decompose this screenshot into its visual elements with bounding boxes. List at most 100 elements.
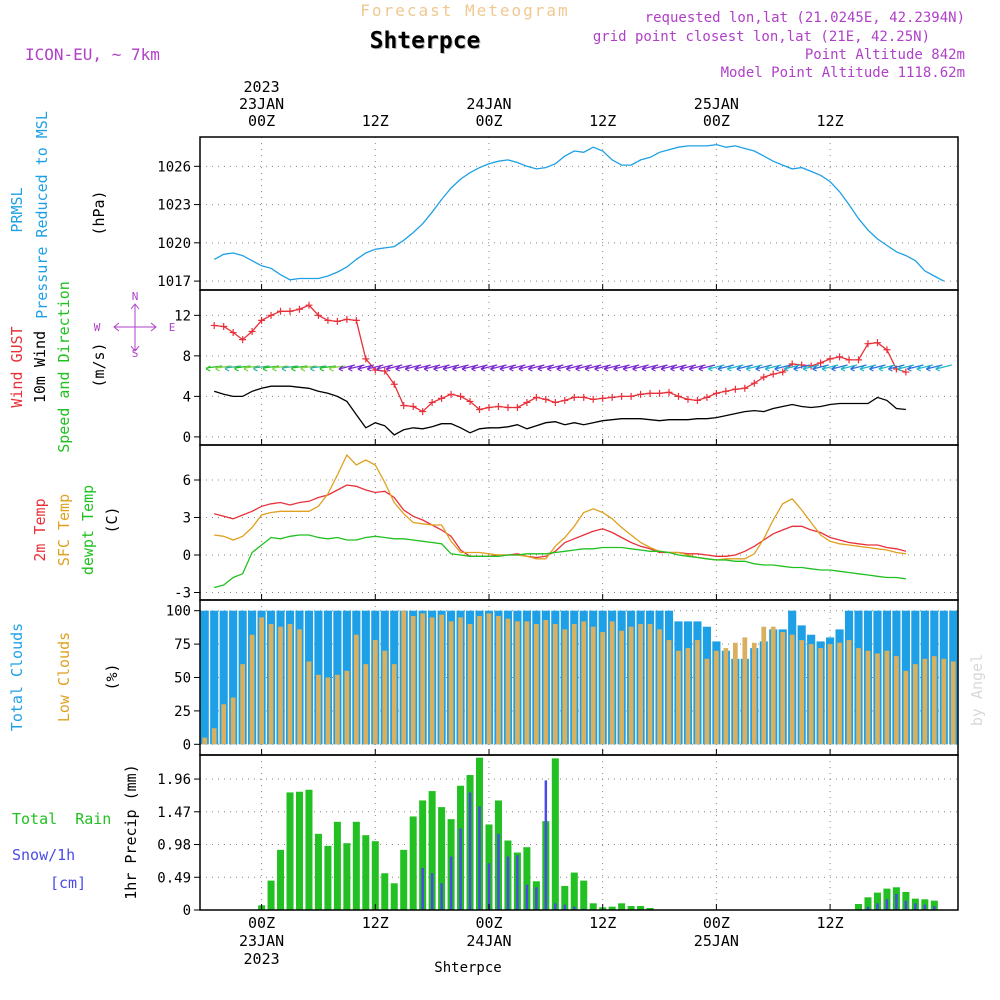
station-title: Shterpce	[370, 28, 481, 54]
low-clouds-bar	[638, 624, 643, 745]
snow-unit-label: [cm]	[50, 874, 86, 892]
snow-bar	[468, 792, 472, 910]
gust-marker	[883, 346, 891, 354]
total-clouds-label: Total Clouds	[8, 623, 26, 731]
rain-bar	[314, 833, 322, 910]
low-clouds-bar	[704, 658, 710, 745]
low-clouds-label: Low Clouds	[55, 632, 73, 722]
wind-direction-arrow	[708, 364, 725, 372]
snow-bar	[421, 867, 424, 910]
snow-bar	[573, 906, 576, 910]
wind-direction-arrow	[404, 364, 422, 372]
y-tick-label: 4	[183, 389, 191, 405]
low-clouds-bar	[875, 653, 880, 745]
y-tick-label: 6	[183, 473, 191, 489]
low-clouds-bar	[732, 642, 738, 745]
rain-bar	[855, 903, 863, 910]
gust-marker	[674, 392, 682, 400]
gust-marker	[656, 389, 664, 397]
y-tick-label: 1020	[157, 236, 191, 252]
top-axis-label: 12Z	[817, 112, 844, 130]
wind-direction-arrow	[613, 364, 630, 372]
low-clouds-bar	[742, 637, 748, 745]
low-clouds-bar	[666, 640, 672, 745]
low-clouds-bar	[439, 614, 444, 745]
gust-marker	[665, 388, 673, 396]
gust-marker	[684, 395, 692, 403]
temp-2m-line	[214, 484, 907, 559]
wind-direction-arrow	[281, 365, 299, 372]
wind-direction-arrow	[783, 364, 801, 372]
temperature-panel: 2m Temp SFC Temp dewpt Temp (C) -3 0 3 6	[31, 444, 959, 602]
top-axis-label: 2023	[244, 78, 280, 96]
compass-e: E	[169, 321, 176, 334]
wind-direction-arrow	[859, 364, 877, 372]
wind-direction-arrow	[793, 364, 810, 372]
top-axis-label: 12Z	[362, 112, 389, 130]
rain-bar	[409, 816, 417, 910]
wind-direction-arrow	[338, 364, 356, 372]
temp-sfc-label: SFC Temp	[55, 494, 73, 566]
low-clouds-bar	[533, 624, 539, 745]
plot-area	[200, 600, 958, 755]
gust-marker	[599, 394, 607, 402]
total-rain-label: Total Rain	[12, 810, 111, 828]
wind-direction-arrow	[490, 364, 507, 372]
total-clouds-bar	[219, 610, 228, 745]
rain-bar	[523, 847, 531, 910]
rain-bar	[381, 873, 389, 910]
gust-marker	[779, 368, 787, 376]
low-clouds-bar	[685, 648, 691, 745]
wind-direction-arrow	[414, 364, 431, 372]
snow-bar	[923, 904, 927, 910]
rain-bar	[400, 849, 408, 910]
gust-marker	[570, 393, 578, 401]
info-line-point-altitude: Point Altitude 842m	[805, 47, 965, 63]
total-clouds-bar	[229, 610, 238, 745]
gust-marker	[864, 340, 872, 348]
gust-marker	[343, 315, 351, 323]
low-clouds-bar	[723, 648, 729, 745]
low-clouds-bar	[306, 661, 312, 745]
low-clouds-bar	[714, 650, 719, 745]
gust-marker	[466, 397, 474, 405]
y-tick-label: 0	[183, 903, 191, 919]
wind-direction-arrow	[499, 364, 517, 372]
wind-direction-arrow	[433, 364, 450, 372]
low-clouds-bar	[912, 664, 918, 745]
wind-direction-arrow	[347, 364, 365, 372]
gust-marker	[409, 403, 417, 411]
gust-marker	[551, 398, 559, 406]
wind-unit: (m/s)	[90, 342, 108, 387]
bottom-axis-label: 24JAN	[466, 932, 511, 950]
wind-direction-arrow	[262, 365, 280, 372]
low-clouds-bar	[799, 640, 805, 745]
low-clouds-bar	[808, 644, 814, 745]
gust-marker	[485, 404, 493, 412]
bottom-axis-label: 2023	[244, 950, 280, 968]
wind-direction-arrow	[357, 364, 374, 372]
wind-direction-arrow	[736, 364, 753, 372]
low-clouds-bar	[458, 617, 463, 745]
gust-marker	[542, 395, 550, 403]
info-line-requested: requested lon,lat (21.0245E, 42.2394N)	[645, 10, 965, 26]
gust-marker	[826, 355, 834, 363]
wind-10m-label: 10m Wind	[31, 331, 49, 403]
gust-line	[214, 304, 907, 413]
rain-bar	[930, 900, 938, 910]
gust-marker	[428, 398, 436, 406]
snow-bar	[895, 893, 898, 910]
wind-direction-arrow	[205, 365, 223, 372]
y-tick-label: 50	[174, 671, 191, 687]
low-clouds-bar	[922, 658, 928, 745]
clouds-unit: (%)	[103, 663, 121, 690]
snow-bar	[563, 904, 567, 910]
bottom-axis-label: 00Z	[703, 914, 730, 932]
temp-unit: (C)	[103, 506, 121, 533]
wind-direction-arrow	[831, 364, 848, 372]
panel-frame	[199, 444, 959, 601]
wind-direction-arrow	[802, 364, 820, 372]
gust-marker	[873, 339, 881, 347]
compass-s: S	[132, 347, 139, 360]
